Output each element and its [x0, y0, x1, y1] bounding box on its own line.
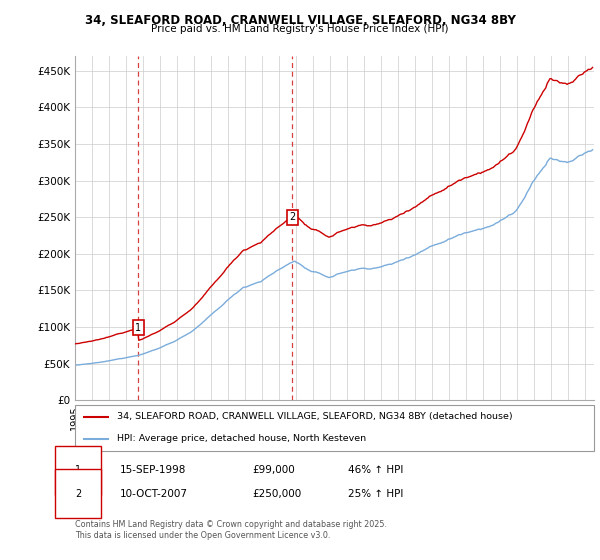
Text: 2: 2	[75, 489, 81, 499]
Text: 2: 2	[289, 212, 296, 222]
Text: 1: 1	[75, 465, 81, 475]
Text: 25% ↑ HPI: 25% ↑ HPI	[348, 489, 403, 499]
Text: 34, SLEAFORD ROAD, CRANWELL VILLAGE, SLEAFORD, NG34 8BY (detached house): 34, SLEAFORD ROAD, CRANWELL VILLAGE, SLE…	[116, 412, 512, 421]
Text: Price paid vs. HM Land Registry's House Price Index (HPI): Price paid vs. HM Land Registry's House …	[151, 24, 449, 34]
Text: £250,000: £250,000	[252, 489, 301, 499]
Text: 1: 1	[135, 323, 141, 333]
FancyBboxPatch shape	[75, 405, 594, 451]
Text: 34, SLEAFORD ROAD, CRANWELL VILLAGE, SLEAFORD, NG34 8BY: 34, SLEAFORD ROAD, CRANWELL VILLAGE, SLE…	[85, 14, 515, 27]
Text: 15-SEP-1998: 15-SEP-1998	[120, 465, 187, 475]
Text: 10-OCT-2007: 10-OCT-2007	[120, 489, 188, 499]
Text: £99,000: £99,000	[252, 465, 295, 475]
Text: HPI: Average price, detached house, North Kesteven: HPI: Average price, detached house, Nort…	[116, 435, 365, 444]
Text: 46% ↑ HPI: 46% ↑ HPI	[348, 465, 403, 475]
Text: Contains HM Land Registry data © Crown copyright and database right 2025.
This d: Contains HM Land Registry data © Crown c…	[75, 520, 387, 540]
